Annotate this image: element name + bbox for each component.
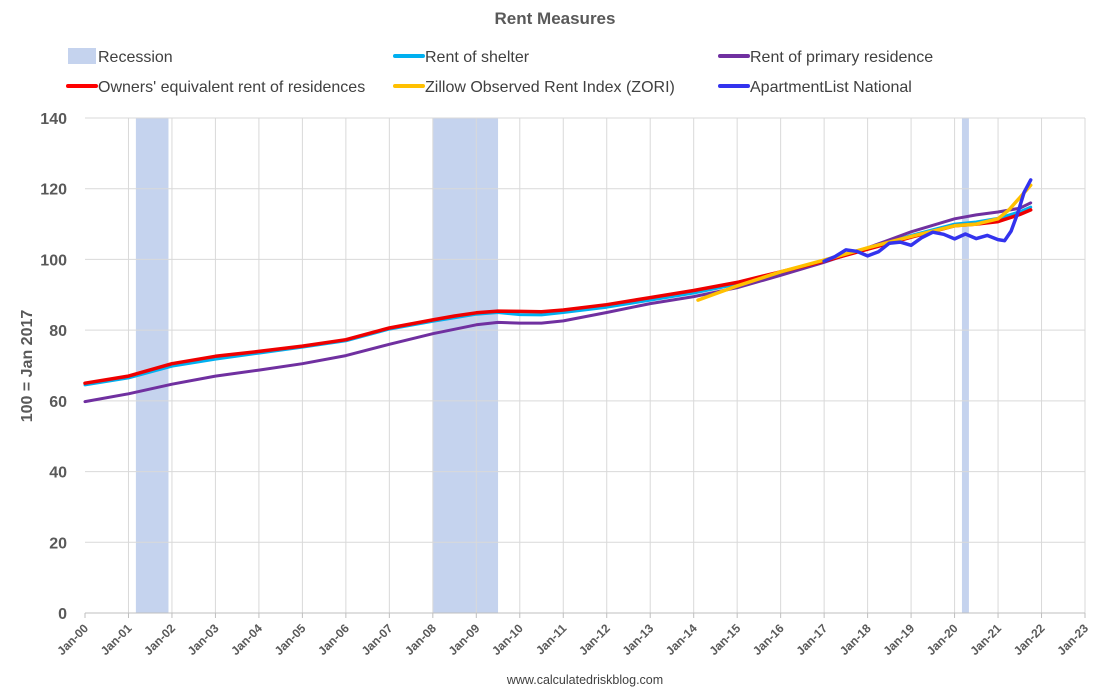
chart-title: Rent Measures: [495, 9, 616, 28]
x-tick-label-Jan-15: Jan-15: [707, 621, 744, 658]
y-tick-label-0: 0: [58, 606, 67, 623]
x-tick-label-Jan-06: Jan-06: [315, 621, 352, 658]
y-tick-label-20: 20: [49, 535, 67, 552]
y-tick-label-100: 100: [40, 252, 67, 269]
series-line-2: [83, 201, 1033, 404]
x-tick-label-Jan-05: Jan-05: [272, 621, 309, 658]
x-tick-label-Jan-03: Jan-03: [185, 621, 222, 658]
y-tick-label-60: 60: [49, 394, 67, 411]
source-footer: www.calculatedriskblog.com: [506, 673, 663, 687]
legend-label-6: ApartmentList National: [750, 79, 912, 96]
x-tick-label-Jan-00: Jan-00: [54, 621, 91, 658]
legend-label-4: Owners' equivalent rent of residences: [98, 79, 365, 96]
series-line-5: [822, 178, 1033, 263]
x-tick-label-Jan-22: Jan-22: [1011, 621, 1048, 658]
y-tick-label-80: 80: [49, 323, 67, 340]
y-tick-label-140: 140: [40, 111, 67, 128]
x-tick-label-Jan-12: Jan-12: [576, 621, 613, 658]
legend-label-1: Recession: [98, 49, 173, 66]
x-tick-label-Jan-21: Jan-21: [967, 621, 1004, 658]
y-tick-label-120: 120: [40, 182, 67, 199]
x-tick-label-Jan-02: Jan-02: [141, 621, 178, 658]
x-tick-label-Jan-01: Jan-01: [98, 621, 135, 658]
x-tick-label-Jan-10: Jan-10: [489, 621, 526, 658]
x-tick-label-Jan-19: Jan-19: [880, 621, 917, 658]
x-tick-label-Jan-08: Jan-08: [402, 621, 439, 658]
x-tick-label-Jan-09: Jan-09: [446, 621, 483, 658]
legend-label-2: Rent of shelter: [425, 49, 530, 66]
x-tick-label-Jan-16: Jan-16: [750, 621, 787, 658]
x-tick-label-Jan-07: Jan-07: [359, 621, 396, 658]
legend-swatch-recession: [68, 48, 96, 64]
x-tick-label-Jan-13: Jan-13: [620, 621, 657, 658]
legend: Recession Rent of shelter Rent of primary …: [66, 48, 933, 96]
x-tick-label-Jan-20: Jan-20: [924, 621, 961, 658]
series-line-1: [83, 205, 1033, 387]
legend-label-3: Rent of primary residence: [750, 49, 933, 66]
y-tick-label-40: 40: [49, 465, 67, 482]
x-tick-label-Jan-23: Jan-23: [1054, 621, 1091, 658]
x-tick-label-Jan-14: Jan-14: [663, 621, 700, 658]
x-tick-label-Jan-18: Jan-18: [837, 621, 874, 658]
x-tick-label-Jan-17: Jan-17: [793, 621, 830, 658]
y-axis-label: 100 = Jan 2017: [19, 310, 36, 423]
legend-label-5: Zillow Observed Rent Index (ZORI): [425, 79, 675, 96]
x-tick-label-Jan-04: Jan-04: [228, 621, 265, 658]
series-line-4: [696, 183, 1033, 302]
recession-band-3: [961, 118, 969, 613]
x-tick-label-Jan-11: Jan-11: [533, 621, 570, 658]
recession-band-2: [432, 118, 499, 613]
